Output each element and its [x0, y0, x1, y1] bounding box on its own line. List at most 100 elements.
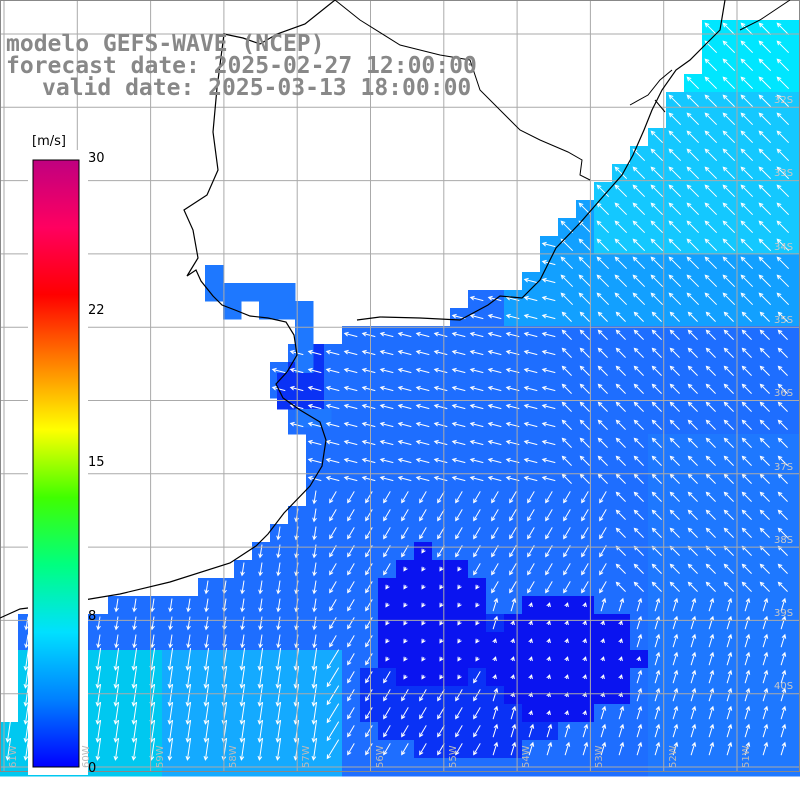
wind-arrow: [776, 220, 790, 234]
wind-arrow: [579, 311, 590, 322]
wind-arrow: [687, 419, 698, 430]
wind-arrow: [397, 349, 412, 356]
wind-arrow: [686, 112, 700, 126]
wind-arrow: [762, 705, 769, 720]
wind-arrow: [636, 615, 643, 630]
wind-arrow: [777, 437, 788, 448]
wind-arrow: [758, 184, 772, 198]
latitude-label: 40S: [774, 681, 794, 693]
wind-arrow: [633, 581, 644, 592]
wind-arrow: [312, 490, 317, 505]
wind-arrow: [564, 723, 571, 738]
wind-arrow: [704, 292, 718, 306]
wind-arrow: [740, 40, 754, 54]
wind-arrow: [437, 509, 445, 522]
wind-arrow: [723, 473, 734, 484]
wind-arrow: [475, 638, 480, 644]
wind-arrow: [401, 689, 409, 702]
wind-arrow: [528, 620, 533, 626]
wind-arrow: [437, 689, 445, 702]
wind-arrow: [492, 674, 497, 680]
wind-arrow: [546, 674, 551, 680]
wind-arrow: [776, 22, 790, 36]
wind-arrow: [469, 439, 484, 446]
wind-arrow: [668, 256, 682, 270]
wind-arrow: [343, 421, 358, 428]
wind-arrow: [615, 581, 626, 592]
wind-arrow: [475, 620, 480, 626]
wind-arrow: [523, 457, 538, 464]
wind-arrow: [433, 421, 448, 428]
wind-arrow: [687, 527, 698, 538]
wind-arrow: [579, 473, 590, 484]
wind-arrow: [433, 439, 448, 446]
wind-arrow: [276, 562, 281, 577]
wind-arrow: [365, 527, 373, 540]
wind-arrow: [740, 76, 754, 90]
wind-arrow: [523, 349, 538, 356]
wind-arrow: [564, 602, 569, 608]
wind-arrow: [132, 598, 137, 613]
wind-arrow: [723, 455, 734, 466]
wind-arrow: [704, 58, 718, 72]
wind-arrow: [744, 633, 751, 648]
wind-arrow: [600, 620, 605, 626]
wind-arrow: [597, 311, 608, 322]
wind-arrow: [759, 563, 770, 574]
wind-arrow: [776, 130, 790, 144]
wind-arrow: [780, 669, 787, 684]
wind-arrow: [492, 705, 499, 720]
wind-arrow: [523, 295, 538, 302]
wind-arrow: [546, 741, 553, 756]
wind-arrow: [397, 439, 412, 446]
wind-arrow: [705, 473, 716, 484]
wind-arrow: [131, 684, 138, 707]
wind-arrow: [433, 349, 448, 356]
wind-arrow: [239, 702, 246, 725]
wind-arrow: [672, 669, 679, 684]
wind-arrow: [632, 202, 646, 216]
wind-arrow: [150, 634, 155, 649]
wind-arrow: [307, 475, 322, 482]
wind-arrow: [343, 457, 358, 464]
wind-arrow: [690, 669, 697, 684]
wind-arrow: [672, 651, 679, 666]
wind-arrow: [564, 620, 569, 626]
wind-arrow: [654, 597, 661, 612]
wind-arrow: [276, 634, 281, 649]
wind-arrow: [740, 184, 754, 198]
wind-arrow: [669, 437, 680, 448]
wind-arrow: [599, 491, 607, 504]
field-cell: [792, 524, 800, 543]
wind-arrow: [740, 22, 754, 36]
wind-arrow: [758, 238, 772, 252]
field-cell: [792, 254, 800, 273]
wind-arrow: [597, 365, 608, 376]
wind-arrow: [726, 615, 733, 630]
wind-arrow: [726, 669, 733, 684]
wind-arrow: [150, 616, 155, 631]
wind-arrow: [437, 527, 445, 540]
wind-arrow: [185, 738, 192, 761]
wind-arrow: [437, 707, 445, 720]
wind-arrow: [329, 563, 337, 576]
wind-arrow: [668, 202, 682, 216]
wind-arrow: [379, 403, 394, 410]
wind-arrow: [668, 274, 682, 288]
wind-arrow: [509, 581, 517, 594]
wind-arrow: [615, 455, 626, 466]
wind-arrow: [780, 723, 787, 738]
wind-arrow: [329, 527, 337, 540]
wind-arrow: [672, 687, 679, 702]
wind-arrow: [491, 491, 499, 504]
wind-arrow: [379, 385, 394, 392]
wind-arrow: [185, 684, 192, 707]
wind-arrow: [741, 329, 752, 340]
field-cell: [792, 380, 800, 399]
wind-arrow: [439, 584, 444, 590]
wind-arrow: [650, 184, 664, 198]
wind-arrow: [509, 527, 517, 540]
wind-arrow: [686, 76, 700, 90]
wind-arrow: [578, 220, 592, 234]
wind-arrow: [528, 723, 535, 738]
